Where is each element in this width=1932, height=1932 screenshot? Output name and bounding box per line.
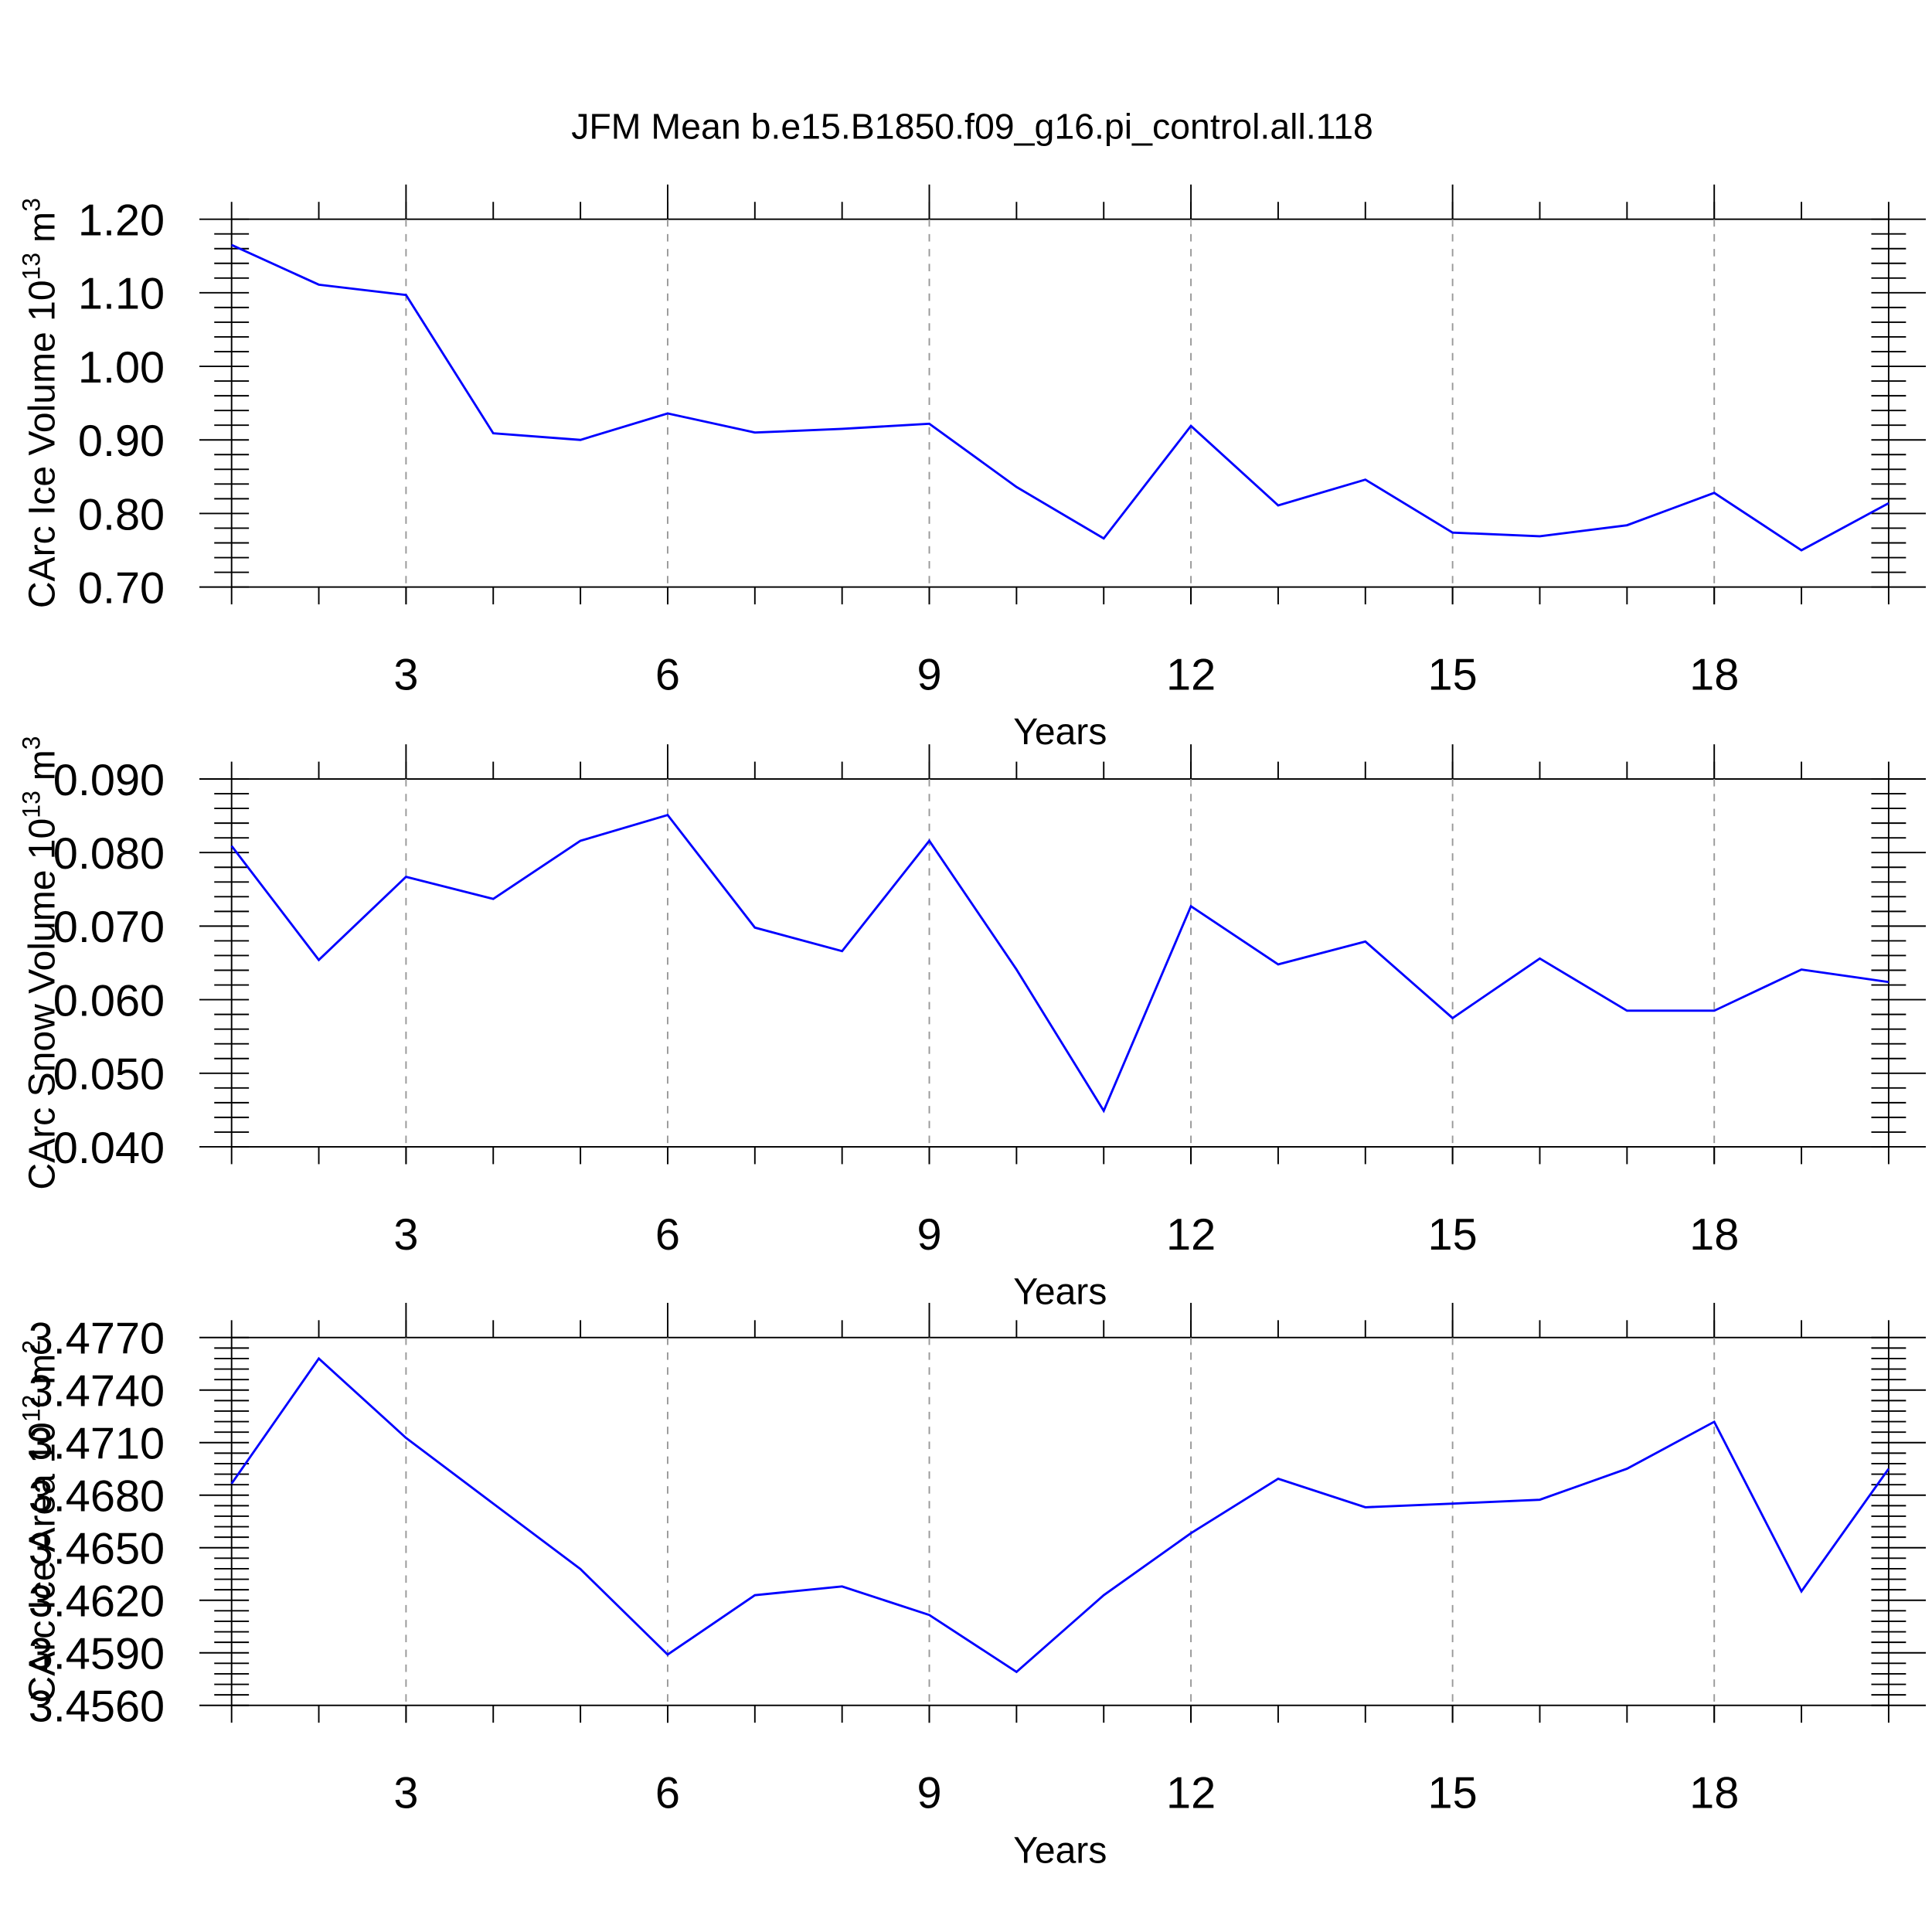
y-tick-label: 0.050	[53, 1050, 165, 1100]
y-axis-label-part: m	[22, 750, 63, 781]
y-axis-label-part: CArc Ice Area 10	[22, 1422, 63, 1702]
x-tick-label: 18	[1689, 1769, 1739, 1818]
x-axis-label: Years	[1013, 1829, 1107, 1871]
data-line	[230, 1356, 1890, 1674]
x-tick-label: 9	[917, 1769, 941, 1818]
x-tick-label: 18	[1689, 1210, 1739, 1260]
y-tick-label: 3.4560	[29, 1682, 165, 1732]
y-tick-label: 0.90	[78, 417, 165, 466]
x-tick-label: 15	[1428, 1210, 1478, 1260]
x-tick-label: 3	[393, 1769, 418, 1818]
y-axis-label-part: m	[22, 212, 63, 243]
x-tick-label: 3	[393, 1210, 418, 1260]
x-tick-label: 15	[1428, 651, 1478, 700]
y-tick-label: 3.4770	[29, 1315, 165, 1364]
y-tick-label: 0.090	[53, 756, 165, 805]
y-axis-label-part: 3	[17, 736, 45, 750]
y-tick-label: 0.080	[53, 829, 165, 879]
y-axis-label-part: 13	[17, 253, 45, 281]
x-tick-label: 12	[1166, 1769, 1216, 1818]
y-tick-label: 1.20	[78, 196, 165, 245]
x-tick-label: 9	[917, 1210, 941, 1260]
y-tick-label: 0.060	[53, 976, 165, 1026]
plot-frame	[230, 778, 1889, 1148]
y-tick-label: 0.80	[78, 490, 165, 539]
chart-title: JFM Mean b.e15.B1850.f09_g16.pi_control.…	[571, 106, 1373, 146]
y-axis-label-part: 3	[17, 198, 45, 212]
y-tick-label: 3.4650	[29, 1525, 165, 1574]
y-axis-label-part: 2	[17, 1340, 45, 1354]
x-tick-label: 9	[917, 651, 941, 700]
y-tick-label: 3.4680	[29, 1472, 165, 1522]
y-axis-label: CArc Ice Volume 1013 m3	[17, 198, 63, 608]
y-tick-label: 0.70	[78, 563, 165, 613]
y-tick-label: 3.4740	[29, 1367, 165, 1417]
x-tick-label: 15	[1428, 1769, 1478, 1818]
data-line	[231, 243, 1889, 552]
y-tick-label: 1.00	[78, 343, 165, 393]
y-axis-label-part: CArc Snow Volume 10	[22, 818, 63, 1190]
x-tick-label: 6	[655, 651, 680, 700]
y-tick-label: 1.10	[78, 270, 165, 319]
x-tick-label: 6	[655, 1769, 680, 1818]
y-axis-label-part: 12	[17, 1395, 45, 1423]
y-tick-label: 0.040	[53, 1124, 165, 1173]
x-tick-label: 6	[655, 1210, 680, 1260]
y-tick-label: 3.4710	[29, 1420, 165, 1469]
plot-frame	[230, 218, 1889, 588]
plot-frame	[230, 1336, 1889, 1706]
data-line	[230, 813, 1889, 1114]
x-tick-label: 12	[1166, 1210, 1216, 1260]
x-axis-label: Years	[1013, 1271, 1107, 1313]
x-tick-label: 12	[1166, 651, 1216, 700]
y-axis-label: CArc Snow Volume 1013 m3	[17, 736, 63, 1189]
y-axis-label: CArc Ice Area 1012 m2	[17, 1340, 63, 1703]
y-tick-label: 0.070	[53, 903, 165, 952]
y-axis-label-part: 13	[17, 791, 45, 818]
y-axis-label-part: m	[22, 1354, 63, 1385]
x-tick-label: 18	[1689, 651, 1739, 700]
x-tick-label: 3	[393, 651, 418, 700]
x-axis-label: Years	[1013, 711, 1107, 753]
y-tick-label: 3.4590	[29, 1630, 165, 1679]
y-tick-label: 3.4620	[29, 1577, 165, 1627]
y-axis-label-part: CArc Ice Volume 10	[22, 280, 63, 608]
